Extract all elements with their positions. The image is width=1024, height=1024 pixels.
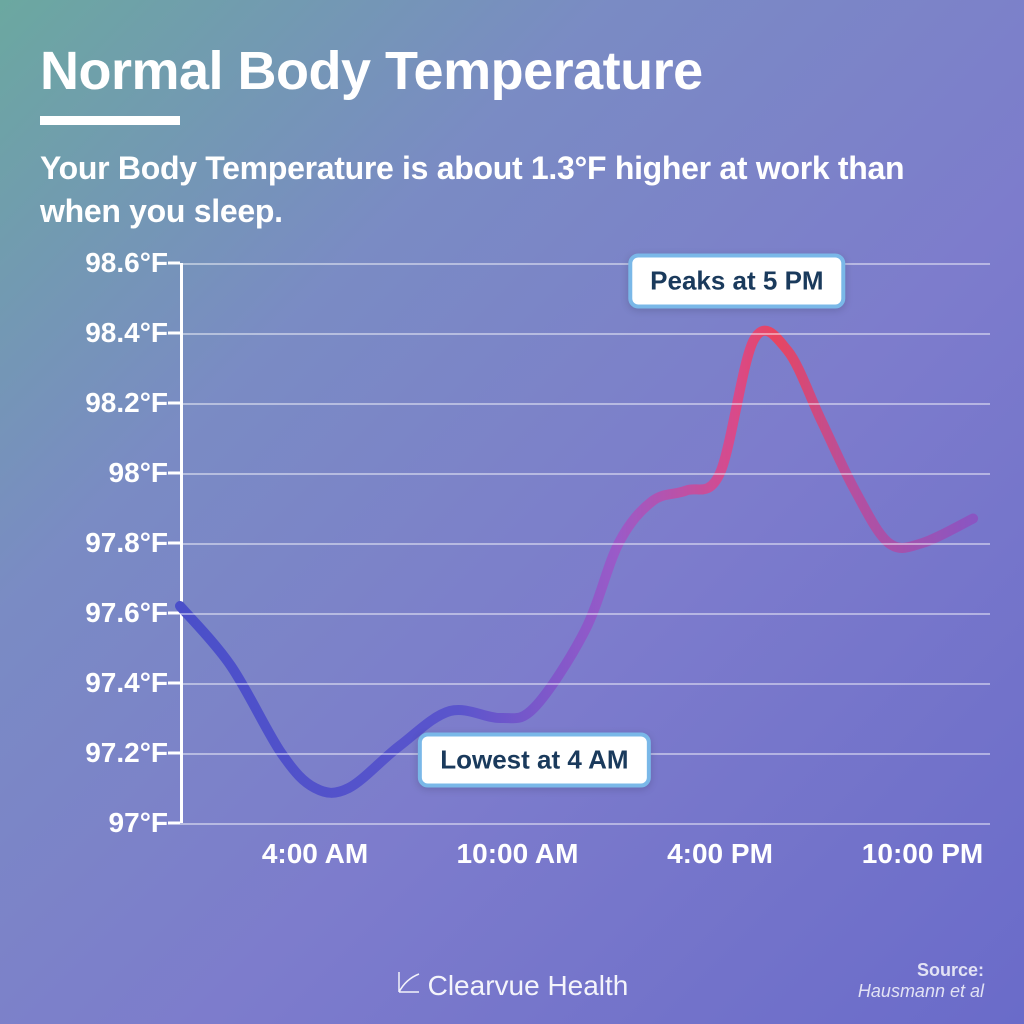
brand: Clearvue Health xyxy=(396,969,629,1002)
grid-line xyxy=(180,263,990,265)
x-axis-label: 4:00 AM xyxy=(262,838,368,870)
y-axis-tick xyxy=(168,822,180,825)
grid-line xyxy=(180,823,990,825)
y-axis-tick xyxy=(168,332,180,335)
grid-line xyxy=(180,543,990,545)
y-axis-tick xyxy=(168,752,180,755)
y-axis-label: 98.2°F xyxy=(85,387,168,419)
y-axis-label: 97.6°F xyxy=(85,597,168,629)
source-value: Hausmann et al xyxy=(858,981,984,1002)
chart-annotation: Lowest at 4 AM xyxy=(418,733,650,788)
y-axis-label: 98°F xyxy=(109,457,168,489)
brand-logo-icon xyxy=(396,969,422,1002)
y-axis-tick xyxy=(168,612,180,615)
grid-line xyxy=(180,333,990,335)
chart-annotation: Peaks at 5 PM xyxy=(628,253,845,308)
y-axis-label: 97.2°F xyxy=(85,737,168,769)
y-axis-tick xyxy=(168,542,180,545)
infographic-container: Normal Body Temperature Your Body Temper… xyxy=(0,0,1024,1024)
y-axis-tick xyxy=(168,262,180,265)
y-axis-label: 97°F xyxy=(109,807,168,839)
y-axis-label: 98.4°F xyxy=(85,317,168,349)
y-axis-label: 98.6°F xyxy=(85,247,168,279)
y-axis-tick xyxy=(168,472,180,475)
y-axis-labels: 97°F97.2°F97.4°F97.6°F97.8°F98°F98.2°F98… xyxy=(30,263,180,823)
plot-region: Peaks at 5 PMLowest at 4 AM xyxy=(180,263,990,823)
title-underline xyxy=(40,116,180,125)
grid-line xyxy=(180,613,990,615)
y-axis-label: 97.8°F xyxy=(85,527,168,559)
source-attribution: Source: Hausmann et al xyxy=(858,960,984,1002)
temperature-line xyxy=(180,331,973,793)
source-label: Source: xyxy=(858,960,984,981)
brand-text: Clearvue Health xyxy=(428,970,629,1002)
grid-line xyxy=(180,683,990,685)
chart-area: 97°F 97.2°F 97.4°F 97.6°F 97.8°F 98°F 98.2°F 98… xyxy=(30,263,990,903)
grid-line xyxy=(180,473,990,475)
y-axis-tick xyxy=(168,402,180,405)
x-axis-label: 10:00 PM xyxy=(862,838,983,870)
grid-line xyxy=(180,403,990,405)
y-axis-label: 97.4°F xyxy=(85,667,168,699)
x-axis-labels: 4:00 AM 10:00 AM 4:00 PM 10:00 PM xyxy=(180,838,990,878)
chart-subtitle: Your Body Temperature is about 1.3°F hig… xyxy=(40,147,984,233)
y-axis-tick xyxy=(168,682,180,685)
x-axis-label: 4:00 PM xyxy=(667,838,773,870)
x-axis-label: 10:00 AM xyxy=(457,838,579,870)
chart-title: Normal Body Temperature xyxy=(40,40,984,102)
